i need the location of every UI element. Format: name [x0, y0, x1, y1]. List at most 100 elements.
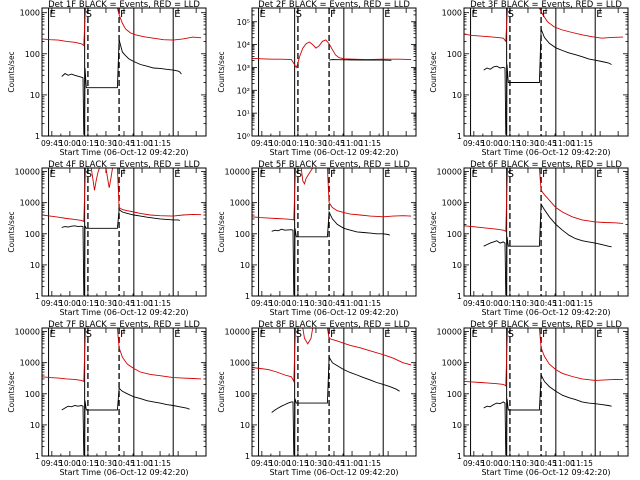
x-tick-label: 09:45: [41, 459, 63, 468]
x-tick-label: 10:15: [77, 299, 99, 308]
event-marker-label: E: [472, 169, 478, 180]
event-marker-label: S: [508, 329, 514, 340]
x-tick-label: 10:45: [535, 459, 557, 468]
chart-title: Det 3F BLACK = Events, RED = LLD: [470, 0, 622, 10]
x-tick-label: 10:45: [323, 139, 345, 148]
x-axis-label: Start Time (06-Oct-12 09:42:20): [481, 148, 610, 157]
y-tick-label: 10: [452, 421, 462, 430]
x-tick-label: 09:45: [251, 459, 273, 468]
y-tick-label: 10⁰: [237, 132, 250, 141]
y-tick-label: 10: [240, 261, 250, 270]
y-axis-label: Counts/sec: [7, 51, 16, 92]
red-lld-series-line: [464, 168, 624, 232]
x-tick-label: 10:15: [287, 299, 309, 308]
y-tick-label: 1: [35, 452, 40, 461]
y-tick-label: 1: [35, 132, 40, 141]
y-axis-label: Counts/sec: [217, 211, 226, 252]
event-marker-label: E: [50, 329, 56, 340]
chart-title: Det 7F BLACK = Events, RED = LLD: [48, 320, 200, 330]
x-tick-label: 10:15: [77, 139, 99, 148]
x-tick-label: 11:00: [553, 459, 575, 468]
y-tick-label: 100: [25, 390, 40, 399]
x-tick-label: 09:45: [251, 139, 273, 148]
chart-panel-5: Det 5F BLACK = Events, RED = LLD 1 10 100 10…: [217, 160, 417, 317]
y-axis-label: Counts/sec: [429, 371, 438, 412]
x-tick-label: 11:15: [149, 139, 171, 148]
chart-panel-8: Det 8F BLACK = Events, RED = LLD 1 10 100 10…: [217, 320, 417, 477]
event-marker-label: E: [384, 9, 390, 20]
event-marker-label: F: [542, 169, 548, 180]
y-tick-label: 100: [25, 230, 40, 239]
red-lld-series-line: [42, 168, 202, 223]
x-tick-label: 10:30: [517, 459, 539, 468]
event-marker-label: S: [508, 9, 514, 20]
y-tick-label: 1000: [442, 359, 462, 368]
event-marker-label: S: [508, 169, 514, 180]
black-events-series-line: [329, 59, 392, 61]
x-tick-label: 11:15: [359, 459, 381, 468]
x-tick-label: 10:30: [517, 299, 539, 308]
x-tick-label: 10:00: [59, 139, 81, 148]
event-marker-label: S: [296, 329, 302, 340]
x-tick-label: 10:30: [95, 459, 117, 468]
x-tick-label: 11:00: [553, 139, 575, 148]
event-marker-label: S: [296, 169, 302, 180]
y-tick-label: 10: [452, 91, 462, 100]
x-axis-label: Start Time (06-Oct-12 09:42:20): [269, 308, 398, 317]
x-tick-label: 11:15: [359, 299, 381, 308]
y-tick-label: 1000: [20, 199, 40, 208]
chart-title: Det 2F BLACK = Events, RED = LLD: [258, 0, 410, 10]
x-tick-label: 10:00: [59, 299, 81, 308]
y-tick-label: 10⁴: [237, 41, 250, 50]
red-lld-series-line: [252, 168, 412, 221]
chart-title: Det 4F BLACK = Events, RED = LLD: [48, 160, 200, 170]
y-tick-label: 10⁵: [237, 18, 250, 27]
event-marker-label: S: [86, 169, 92, 180]
y-tick-label: 10000: [15, 168, 40, 177]
x-tick-label: 11:15: [571, 139, 593, 148]
x-tick-label: 11:00: [341, 299, 363, 308]
y-axis-label: Counts/sec: [7, 371, 16, 412]
y-tick-label: 10: [30, 421, 40, 430]
y-tick-label: 10¹: [237, 109, 250, 118]
plot-frame: [41, 7, 207, 137]
y-tick-label: 1: [457, 132, 462, 141]
y-tick-label: 1000: [20, 359, 40, 368]
x-tick-label: 10:45: [113, 299, 135, 308]
x-tick-label: 10:15: [499, 299, 521, 308]
red-lld-series-line: [42, 328, 202, 383]
event-marker-label: E: [174, 169, 180, 180]
plot-frame: [251, 167, 417, 297]
event-marker-label: S: [86, 9, 92, 20]
chart-panel-3: Det 3F BLACK = Events, RED = LLD 1 10 100 10…: [429, 0, 629, 157]
black-events-series-line: [271, 210, 390, 296]
x-tick-label: 11:15: [571, 459, 593, 468]
event-marker-label: E: [174, 329, 180, 340]
x-axis-label: Start Time (06-Oct-12 09:42:20): [59, 468, 188, 477]
event-marker-label: F: [120, 329, 126, 340]
x-tick-label: 09:45: [463, 139, 485, 148]
event-marker-label: E: [50, 9, 56, 20]
event-marker-label: E: [596, 169, 602, 180]
chart-title: Det 9F BLACK = Events, RED = LLD: [470, 320, 622, 330]
x-axis-label: Start Time (06-Oct-12 09:42:20): [481, 308, 610, 317]
y-axis-label: Counts/sec: [217, 371, 226, 412]
y-tick-label: 10000: [437, 168, 462, 177]
y-tick-label: 10000: [225, 328, 250, 337]
event-marker-label: F: [542, 9, 548, 20]
chart-panel-1: Det 1F BLACK = Events, RED = LLD 1 10 100 10…: [7, 0, 207, 157]
x-tick-label: 10:15: [287, 459, 309, 468]
y-tick-label: 1: [457, 452, 462, 461]
plot-frame: [251, 7, 417, 137]
y-axis-label: Counts/sec: [217, 51, 226, 92]
x-axis-label: Start Time (06-Oct-12 09:42:20): [481, 468, 610, 477]
x-tick-label: 11:15: [149, 299, 171, 308]
event-marker-label: F: [330, 9, 336, 20]
y-tick-label: 10: [452, 261, 462, 270]
y-tick-label: 100: [447, 390, 462, 399]
x-axis-label: Start Time (06-Oct-12 09:42:20): [269, 468, 398, 477]
x-tick-label: 09:45: [463, 299, 485, 308]
event-marker-label: F: [330, 169, 336, 180]
chart-panel-9: Det 9F BLACK = Events, RED = LLD 1 10 100 10…: [429, 320, 629, 477]
